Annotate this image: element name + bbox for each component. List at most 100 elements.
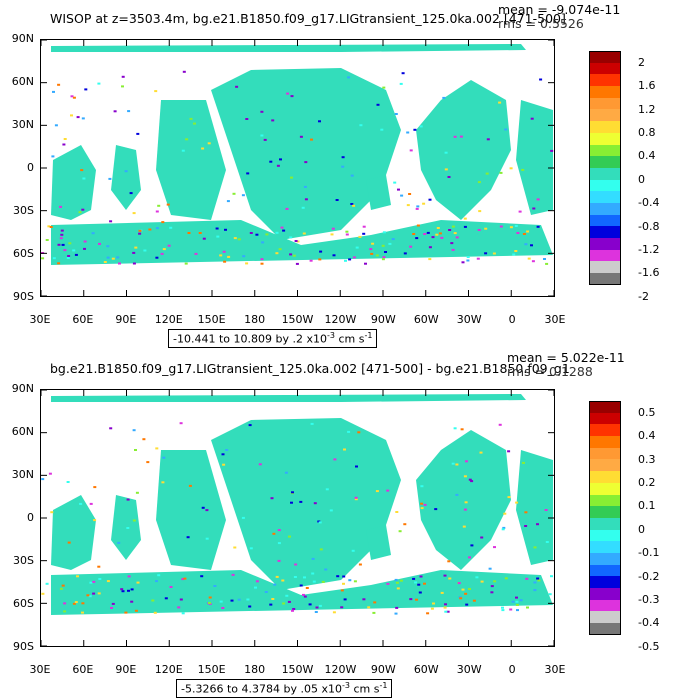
field-speckle [447, 176, 451, 178]
range-units: cm s [334, 332, 365, 346]
field-speckle [287, 600, 291, 603]
field-speckle [420, 502, 424, 505]
field-speckle [463, 225, 467, 228]
field-speckle [216, 235, 220, 238]
field-speckle [395, 606, 399, 609]
field-speckle [416, 205, 420, 208]
field-speckle [106, 580, 110, 583]
ocean-region [156, 100, 226, 220]
field-speckle [290, 95, 294, 98]
field-speckle [134, 246, 138, 249]
colorbar-swatch [589, 261, 621, 274]
field-speckle [440, 591, 444, 594]
field-speckle [296, 240, 300, 243]
field-speckle [235, 85, 239, 88]
field-speckle [226, 200, 230, 203]
field-speckle [221, 453, 225, 456]
field-speckle [54, 124, 58, 127]
field-speckle [468, 588, 471, 590]
field-speckle [81, 611, 84, 614]
field-speckle [74, 253, 78, 256]
field-speckle [536, 577, 540, 580]
field-speckle [351, 549, 355, 552]
field-speckle [205, 537, 209, 540]
field-speckle [74, 601, 78, 604]
field-speckle [480, 536, 484, 539]
ocean-region [516, 450, 553, 565]
field-speckle [515, 596, 518, 599]
field-speckle [301, 206, 305, 209]
colorbar-swatch [589, 121, 621, 133]
field-speckle [109, 220, 113, 223]
field-speckle [273, 583, 277, 586]
field-speckle [357, 431, 361, 434]
field-speckle [213, 585, 217, 587]
field-speckle [345, 230, 349, 233]
field-speckle [124, 170, 128, 173]
field-speckle [134, 609, 138, 612]
field-speckle [314, 611, 318, 613]
field-speckle [103, 261, 107, 263]
field-speckle [275, 252, 279, 255]
field-speckle [401, 72, 405, 75]
field-speckle [98, 242, 101, 245]
field-speckle [492, 252, 496, 255]
lon-tick-label: 30E [544, 663, 566, 676]
colorbar-swatch [589, 447, 621, 460]
field-speckle [312, 580, 316, 583]
field-speckle [121, 75, 125, 78]
field-speckle [290, 501, 293, 504]
lat-tick-label: 90N [11, 32, 34, 45]
field-speckle [233, 237, 237, 240]
ocean-region [516, 100, 553, 215]
colorbar-label: 0.4 [638, 429, 656, 443]
field-speckle [319, 250, 323, 253]
lon-tick-label: 150W [281, 313, 314, 326]
field-speckle [308, 603, 312, 606]
colorbar-swatch [589, 86, 621, 98]
field-speckle [169, 226, 173, 229]
field-speckle [444, 151, 448, 154]
field-speckle [415, 237, 419, 240]
field-speckle [245, 118, 249, 120]
lon-tick-label: 30E [544, 313, 566, 326]
ocean-region [211, 68, 401, 240]
field-speckle [503, 512, 507, 515]
panel-top: WISOP at z=3503.4m, bg.e21.B1850.f09_g17… [11, 2, 659, 348]
field-speckle [444, 603, 447, 606]
field-speckle [48, 472, 52, 475]
field-speckle [230, 599, 234, 602]
field-speckle [530, 244, 533, 247]
field-speckle [121, 85, 124, 88]
lon-tick-label: 60W [413, 313, 439, 326]
field-speckle [340, 606, 344, 609]
field-speckle [70, 114, 73, 117]
field-speckle [382, 86, 386, 89]
field-speckle [418, 591, 422, 594]
field-speckle [450, 242, 454, 245]
field-speckle [260, 262, 264, 265]
field-speckle [493, 580, 497, 583]
field-speckle [271, 119, 275, 122]
field-speckle [486, 138, 490, 141]
field-speckle [533, 546, 537, 549]
field-speckle [153, 611, 157, 614]
colorbar-label: 1.6 [638, 79, 656, 93]
field-speckle [458, 596, 462, 599]
field-speckle [498, 101, 502, 104]
field-speckle [428, 258, 432, 261]
field-speckle [126, 498, 130, 501]
field-speckle [219, 254, 223, 257]
field-speckle [409, 245, 413, 248]
field-speckle [448, 577, 452, 580]
field-speckle [350, 174, 354, 177]
field-speckle [215, 227, 219, 230]
field-speckle [224, 228, 227, 231]
field-speckle [260, 134, 264, 137]
field-speckle [72, 249, 76, 252]
field-speckle [293, 576, 297, 578]
field-speckle [472, 599, 476, 602]
colorbar-label: -2 [638, 289, 649, 303]
field-speckle [57, 262, 61, 265]
colorbar-swatch [589, 623, 621, 635]
